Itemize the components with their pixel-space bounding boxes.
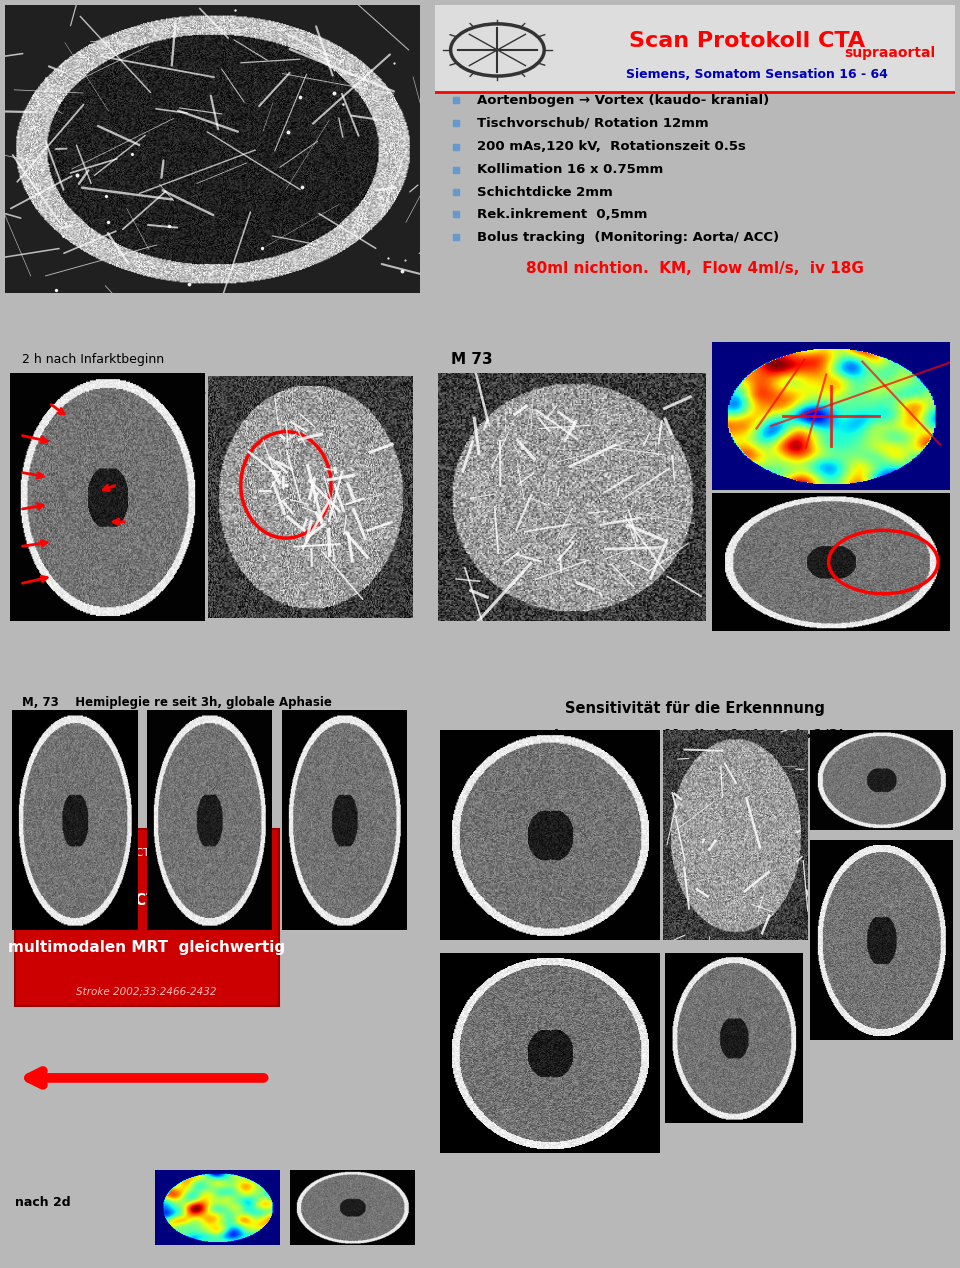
Text: eines grossen Mediainfarktes (>1/3): eines grossen Mediainfarktes (>1/3): [544, 729, 846, 744]
Text: Kollimation 16 x 0.75mm: Kollimation 16 x 0.75mm: [476, 164, 662, 176]
Text: supraaortal: supraaortal: [845, 46, 936, 60]
Bar: [15, 829, 279, 1006]
Text: Stroke 2002;33:2466-2432: Stroke 2002;33:2466-2432: [76, 987, 216, 997]
Text: CT- Angiographie: CT- Angiographie: [177, 384, 348, 402]
Text: Rek.inkrement  0,5mm: Rek.inkrement 0,5mm: [476, 208, 647, 221]
Text: Schichtdicke 2mm: Schichtdicke 2mm: [476, 185, 612, 199]
Text: CTA- SI: CTA- SI: [329, 1202, 378, 1216]
Text: Aortenbogen → Vortex (kaudo- kranial): Aortenbogen → Vortex (kaudo- kranial): [476, 94, 769, 107]
Text: Sensitivität für die Erkennnung: Sensitivität für die Erkennnung: [565, 700, 825, 715]
Text: Bolus tracking  (Monitoring: Aorta/ ACC): Bolus tracking (Monitoring: Aorta/ ACC): [476, 231, 779, 243]
Text: Siemens, Somatom Sensation 16 - 64: Siemens, Somatom Sensation 16 - 64: [627, 68, 888, 81]
Text: +: +: [680, 950, 732, 1009]
Text: Scan Protokoll CTA: Scan Protokoll CTA: [629, 32, 865, 51]
Text: 200 mAs,120 kV,  Rotationszeit 0.5s: 200 mAs,120 kV, Rotationszeit 0.5s: [476, 139, 746, 153]
Text: multimodalen MRT  gleichwertig: multimodalen MRT gleichwertig: [8, 941, 285, 955]
Text: CT- / CTA/ CTA- SI  dem: CT- / CTA/ CTA- SI dem: [50, 893, 243, 908]
Text: nach 2d: nach 2d: [14, 1196, 70, 1208]
Text: Tischvorschub/ Rotation 12mm: Tischvorschub/ Rotation 12mm: [476, 117, 708, 129]
Text: Kombination CT-,  CTA,  CTA-SI: Kombination CT-, CTA, CTA-SI: [67, 847, 225, 857]
Bar: [806, 346, 949, 380]
Bar: [435, 5, 955, 93]
Text: Hemiplegie re seit 3h,  Aphasie: Hemiplegie re seit 3h, Aphasie: [450, 373, 660, 387]
Text: P- CT: P- CT: [165, 1196, 202, 1208]
Text: 2 h nach Infarktbeginn: 2 h nach Infarktbeginn: [22, 353, 164, 365]
Text: Perfusions- CT: Perfusions- CT: [829, 356, 926, 369]
Text: M, 73    Hemiplegie re seit 3h, globale Aphasie: M, 73 Hemiplegie re seit 3h, globale Aph…: [22, 696, 331, 709]
Text: 80ml nichtion.  KM,  Flow 4ml/s,  iv 18G: 80ml nichtion. KM, Flow 4ml/s, iv 18G: [526, 261, 864, 276]
Bar: [298, 1177, 410, 1243]
Text: M 73: M 73: [450, 351, 492, 366]
